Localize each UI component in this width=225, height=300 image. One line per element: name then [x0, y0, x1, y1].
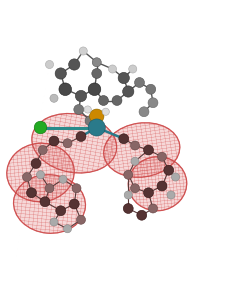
Circle shape: [137, 210, 147, 220]
Ellipse shape: [128, 157, 187, 211]
Circle shape: [92, 69, 102, 78]
Circle shape: [92, 58, 101, 67]
Circle shape: [95, 112, 103, 120]
Circle shape: [124, 170, 133, 179]
Circle shape: [144, 145, 153, 155]
Circle shape: [69, 199, 79, 209]
Circle shape: [45, 60, 54, 69]
Circle shape: [171, 173, 180, 181]
Circle shape: [139, 107, 149, 117]
Circle shape: [56, 206, 66, 216]
Circle shape: [118, 72, 129, 84]
Circle shape: [135, 77, 144, 87]
Circle shape: [36, 171, 45, 179]
Circle shape: [119, 134, 129, 144]
Circle shape: [158, 152, 166, 161]
Ellipse shape: [32, 113, 117, 173]
Circle shape: [79, 47, 87, 55]
Circle shape: [148, 204, 157, 213]
Circle shape: [40, 197, 50, 207]
Ellipse shape: [104, 123, 180, 177]
Circle shape: [144, 188, 153, 198]
Circle shape: [50, 94, 58, 102]
Circle shape: [27, 188, 36, 198]
Circle shape: [146, 84, 156, 94]
Circle shape: [84, 106, 91, 113]
Circle shape: [148, 98, 158, 108]
Circle shape: [130, 141, 140, 150]
Circle shape: [45, 184, 54, 193]
Circle shape: [123, 203, 133, 214]
Circle shape: [34, 121, 47, 134]
Circle shape: [59, 83, 72, 95]
Circle shape: [167, 191, 175, 199]
Circle shape: [55, 68, 66, 79]
Circle shape: [123, 86, 134, 97]
Circle shape: [164, 165, 174, 175]
Circle shape: [112, 95, 122, 106]
Circle shape: [69, 59, 80, 70]
Circle shape: [130, 184, 140, 193]
Circle shape: [75, 90, 87, 102]
Circle shape: [157, 181, 167, 191]
Circle shape: [38, 146, 47, 154]
Circle shape: [102, 108, 109, 115]
Ellipse shape: [14, 175, 86, 233]
Circle shape: [63, 139, 72, 148]
Circle shape: [124, 191, 132, 199]
Circle shape: [90, 109, 104, 124]
Circle shape: [59, 175, 67, 183]
Circle shape: [108, 65, 117, 73]
Circle shape: [31, 158, 41, 168]
Ellipse shape: [7, 143, 74, 202]
Circle shape: [99, 95, 108, 106]
Circle shape: [85, 116, 95, 126]
Circle shape: [88, 83, 101, 95]
Circle shape: [63, 225, 72, 233]
Circle shape: [131, 157, 139, 165]
Circle shape: [49, 136, 59, 146]
Circle shape: [76, 131, 86, 141]
Circle shape: [76, 215, 86, 224]
Circle shape: [22, 172, 32, 182]
Circle shape: [50, 218, 58, 226]
Circle shape: [74, 105, 84, 115]
Circle shape: [72, 184, 81, 193]
Circle shape: [88, 119, 105, 136]
Circle shape: [129, 65, 137, 73]
